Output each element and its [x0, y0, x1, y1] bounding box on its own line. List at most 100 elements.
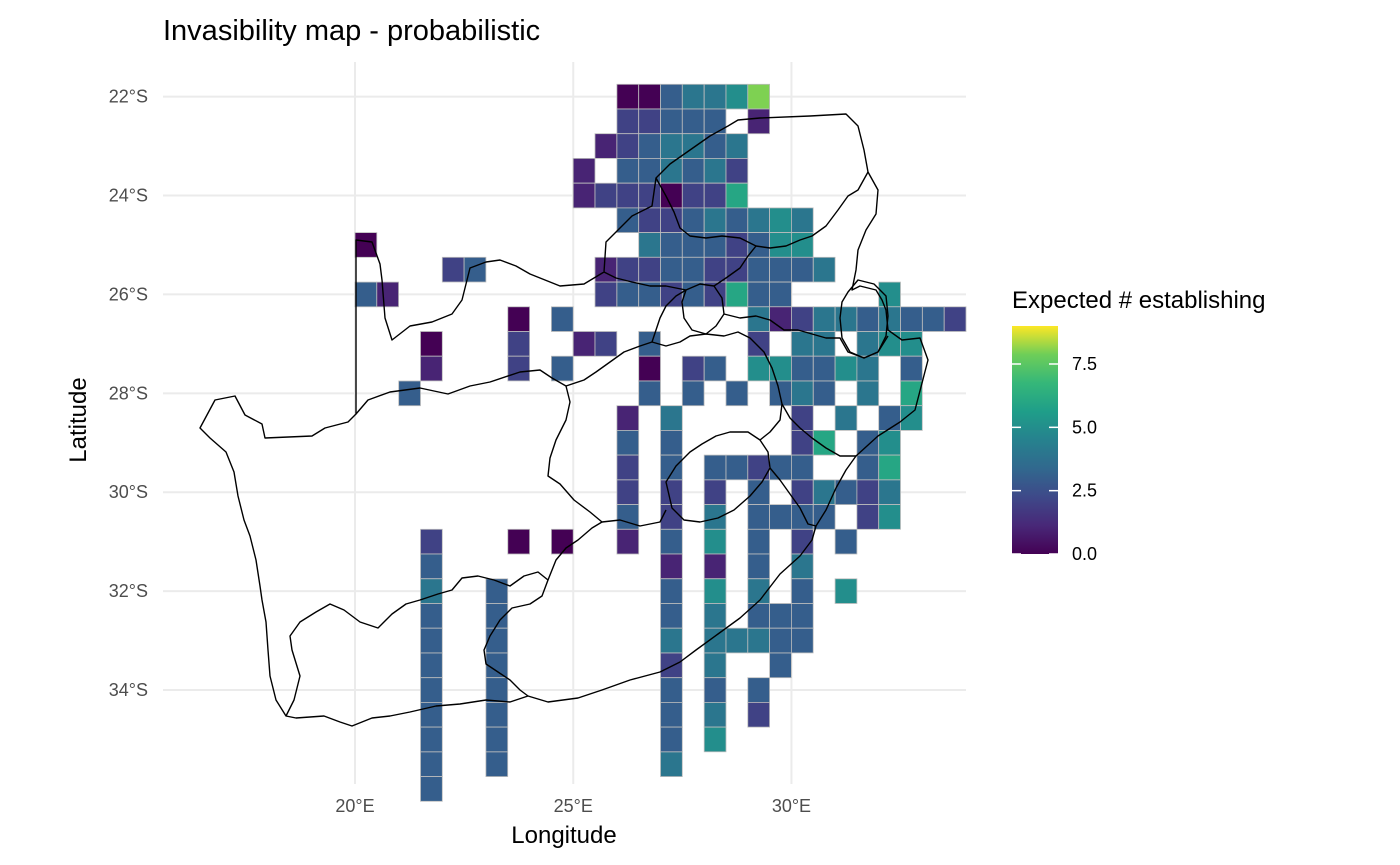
raster-cell	[791, 429, 814, 456]
raster-cell	[660, 627, 683, 654]
raster-cell	[681, 281, 705, 308]
y-tick-label: 34°S	[109, 680, 148, 700]
raster-cell	[660, 726, 683, 753]
y-axis: 22°S 24°S 26°S 28°S 30°S 32°S 34°S	[109, 87, 148, 700]
raster-cell	[681, 157, 705, 184]
raster-cell	[812, 256, 836, 283]
raster-cell	[747, 207, 770, 233]
x-axis-title: Longitude	[511, 822, 616, 849]
raster-cell	[791, 355, 814, 382]
raster-cell	[507, 331, 530, 357]
raster-cell	[922, 306, 945, 332]
raster-cell	[551, 355, 574, 382]
raster-cell	[507, 528, 530, 555]
raster-cell	[703, 454, 727, 481]
raster-cell	[747, 454, 770, 481]
raster-cell	[791, 207, 814, 233]
raster-cell	[660, 751, 683, 778]
raster-cell	[791, 627, 814, 654]
raster-cell	[747, 479, 770, 505]
raster-cell	[660, 553, 683, 580]
raster-cell	[747, 256, 770, 283]
raster-cell	[420, 677, 443, 703]
raster-cell	[878, 454, 901, 481]
raster-cell	[660, 652, 683, 679]
raster-cell	[856, 504, 880, 530]
raster-cell	[747, 528, 770, 555]
raster-cell	[900, 331, 923, 357]
raster-cell	[638, 83, 661, 110]
legend-tick-label: 2.5	[1072, 481, 1097, 501]
raster-cell	[420, 776, 443, 802]
raster-cell	[376, 281, 399, 308]
raster-cell	[616, 528, 640, 555]
raster-cell	[616, 281, 640, 308]
raster-cell	[703, 207, 727, 233]
province-borders	[199, 113, 929, 727]
raster-cell	[681, 108, 705, 135]
raster-cell	[791, 256, 814, 283]
raster-cell	[769, 627, 792, 654]
raster-cell	[660, 479, 683, 505]
raster-cell	[660, 108, 683, 135]
raster-cell	[616, 83, 640, 110]
raster-cell	[747, 83, 770, 110]
internal-border-kwazulu-natal	[769, 403, 856, 527]
raster-cell	[551, 306, 574, 332]
raster-cell	[791, 454, 814, 481]
raster-cell	[660, 405, 683, 431]
raster-cell	[725, 157, 749, 184]
raster-cell	[616, 429, 640, 456]
raster-cell	[572, 331, 596, 357]
raster-cell	[878, 479, 901, 505]
raster-cell	[660, 207, 683, 233]
raster-cell	[747, 108, 770, 135]
raster-cell	[834, 578, 858, 604]
raster-cell	[616, 182, 640, 209]
raster-cell	[703, 83, 727, 110]
raster-cell	[878, 405, 901, 431]
raster-cell	[703, 157, 727, 184]
raster-cell	[638, 182, 661, 209]
raster-cell	[660, 133, 683, 159]
chart-title: Invasibility map - probabilistic	[163, 15, 540, 47]
raster-cell	[703, 504, 727, 530]
raster-cell	[681, 182, 705, 209]
raster-cell	[681, 83, 705, 110]
raster-cells	[354, 83, 967, 802]
raster-cell	[638, 108, 661, 135]
raster-cell	[747, 232, 770, 258]
raster-cell	[769, 652, 792, 679]
raster-cell	[420, 627, 443, 654]
raster-cell	[747, 553, 770, 580]
raster-cell	[485, 702, 509, 728]
raster-cell	[812, 479, 836, 505]
raster-cell	[747, 702, 770, 728]
raster-cell	[485, 578, 509, 604]
y-tick-label: 32°S	[109, 581, 148, 601]
raster-cell	[660, 454, 683, 481]
raster-cell	[725, 207, 749, 233]
raster-cell	[703, 108, 727, 135]
raster-cell	[594, 331, 618, 357]
x-tick-label: 25°E	[554, 796, 593, 816]
raster-cell	[507, 355, 530, 382]
raster-cell	[856, 306, 880, 332]
raster-cell	[703, 677, 727, 703]
raster-cell	[638, 133, 661, 159]
raster-cell	[725, 380, 749, 407]
raster-cell	[660, 83, 683, 110]
raster-cell	[572, 157, 596, 184]
internal-border-mpumalanga	[713, 245, 889, 359]
raster-cell	[791, 331, 814, 357]
raster-cell	[747, 627, 770, 654]
raster-cell	[769, 504, 792, 530]
raster-cell	[856, 380, 880, 407]
raster-cell	[703, 578, 727, 604]
raster-cell	[703, 256, 727, 283]
raster-cell	[354, 232, 378, 258]
raster-cell	[725, 627, 749, 654]
raster-cell	[769, 603, 792, 629]
raster-cell	[616, 504, 640, 530]
